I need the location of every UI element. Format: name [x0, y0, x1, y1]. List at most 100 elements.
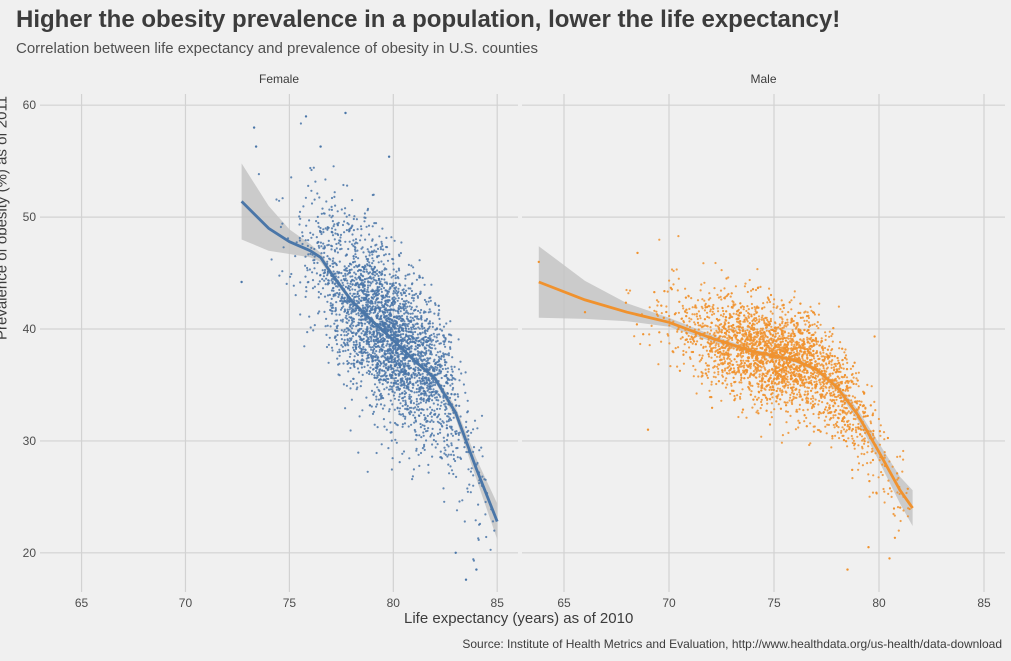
scatter-point [425, 339, 428, 342]
scatter-point [322, 228, 325, 231]
scatter-point [421, 276, 424, 279]
scatter-point [340, 338, 343, 341]
scatter-point [339, 243, 342, 246]
scatter-point [442, 436, 445, 439]
scatter-point [866, 451, 869, 454]
scatter-point [352, 346, 355, 349]
scatter-point [792, 319, 795, 323]
scatter-point [761, 329, 764, 332]
scatter-point [426, 359, 429, 362]
scatter-point [338, 348, 341, 351]
scatter-point [427, 471, 430, 474]
scatter-point [841, 426, 844, 429]
scatter-point [627, 292, 630, 295]
scatter-point [355, 218, 358, 221]
scatter-point [777, 393, 780, 396]
scatter-point [389, 313, 393, 316]
scatter-point [787, 347, 790, 350]
scatter-point [305, 224, 308, 227]
scatter-point [381, 305, 384, 308]
scatter-point [835, 409, 838, 412]
scatter-point [381, 383, 384, 386]
scatter-point [337, 242, 340, 245]
scatter-point [412, 319, 416, 322]
scatter-point [380, 260, 383, 263]
scatter-point [338, 313, 341, 316]
scatter-point [428, 397, 431, 400]
scatter-point [350, 331, 353, 334]
scatter-point [820, 337, 823, 340]
scatter-point [839, 370, 842, 373]
scatter-point [770, 337, 773, 340]
scatter-point [699, 289, 702, 292]
scatter-point [347, 332, 350, 335]
scatter-point [375, 279, 378, 282]
scatter-point [409, 367, 412, 370]
scatter-point [422, 431, 425, 434]
scatter-point [430, 415, 433, 418]
scatter-point [816, 354, 819, 358]
scatter-point [423, 298, 426, 302]
scatter-point [374, 300, 377, 303]
scatter-point [313, 247, 316, 251]
scatter-point [431, 325, 434, 328]
scatter-point [348, 308, 351, 311]
scatter-point [404, 403, 408, 406]
scatter-point [429, 350, 432, 353]
scatter-point [665, 305, 668, 308]
scatter-point [408, 395, 411, 398]
scatter-point [793, 290, 796, 293]
scatter-point [402, 358, 405, 361]
scatter-point [436, 373, 439, 376]
scatter-point [375, 398, 378, 401]
scatter-point [443, 384, 446, 388]
scatter-point [364, 331, 367, 334]
scatter-point [373, 295, 376, 298]
scatter-point [385, 428, 388, 431]
scatter-point [400, 241, 403, 244]
scatter-point [660, 340, 663, 343]
scatter-point [788, 399, 791, 402]
scatter-point [464, 391, 467, 394]
scatter-point [319, 292, 322, 295]
scatter-point [439, 456, 442, 459]
scatter-point [426, 429, 429, 432]
scatter-point [713, 312, 716, 315]
scatter-point [320, 252, 323, 255]
scatter-point [493, 529, 496, 532]
scatter-point [430, 353, 433, 356]
scatter-point [400, 384, 403, 387]
scatter-point [376, 358, 379, 361]
scatter-point [442, 352, 445, 355]
scatter-point [412, 337, 415, 340]
scatter-point [770, 416, 774, 419]
scatter-point [322, 256, 325, 259]
scatter-point [404, 415, 407, 418]
scatter-point [397, 362, 401, 365]
scatter-point [392, 290, 395, 293]
scatter-point [861, 445, 864, 448]
scatter-point [457, 338, 460, 341]
scatter-point [414, 406, 417, 409]
scatter-point [472, 559, 475, 562]
scatter-point [343, 328, 346, 331]
scatter-point [344, 407, 347, 410]
scatter-point [689, 340, 692, 344]
scatter-point [802, 340, 805, 343]
scatter-point [337, 221, 340, 224]
scatter-point [818, 344, 821, 347]
scatter-point [436, 420, 439, 423]
scatter-point [321, 287, 325, 290]
scatter-point [399, 310, 402, 313]
scatter-point [350, 323, 353, 326]
scatter-point [380, 288, 383, 291]
scatter-point [896, 491, 899, 494]
scatter-point [787, 311, 790, 314]
scatter-point [353, 350, 356, 353]
scatter-point [358, 276, 361, 279]
scatter-point [327, 279, 330, 282]
scatter-point [439, 350, 442, 353]
scatter-point [408, 273, 411, 276]
scatter-point [294, 255, 297, 258]
scatter-point [411, 312, 414, 315]
